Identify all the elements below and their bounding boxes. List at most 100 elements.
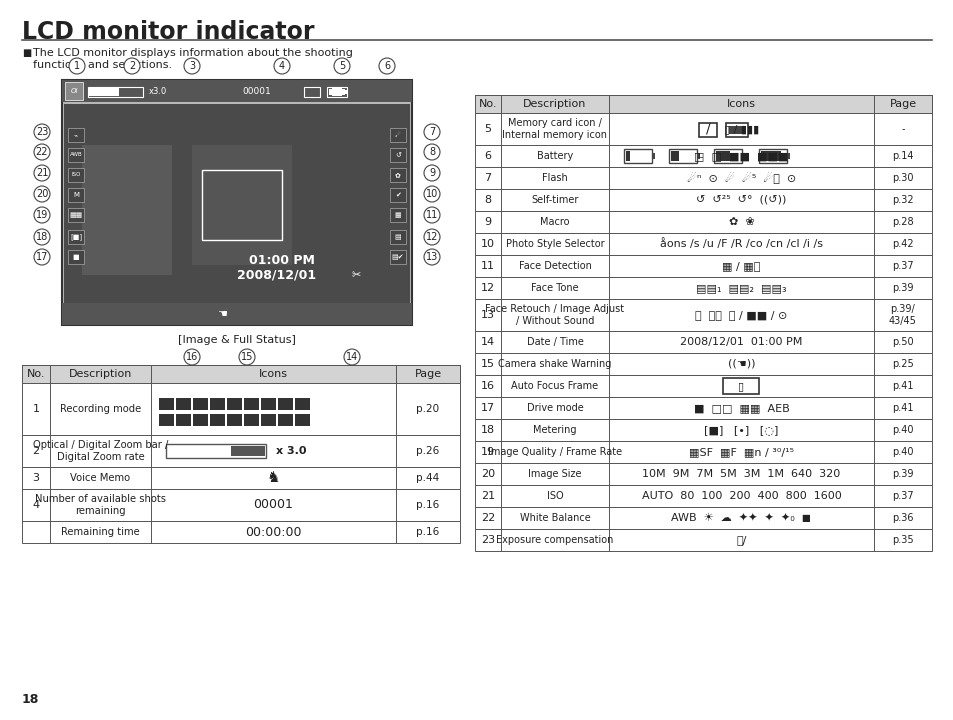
- Text: 8: 8: [429, 147, 435, 157]
- Text: p.37: p.37: [891, 261, 913, 271]
- Bar: [68, 230, 84, 244]
- Circle shape: [184, 349, 200, 365]
- Bar: [390, 168, 406, 182]
- Text: ⬜/: ⬜/: [736, 535, 746, 545]
- Text: ↺  ↺²⁵  ↺°  ((↺)): ↺ ↺²⁵ ↺° ((↺)): [696, 195, 786, 205]
- Text: 01:00 PM: 01:00 PM: [249, 253, 314, 266]
- Bar: [22, 521, 459, 543]
- Text: Memory card icon /
Internal memory icon: Memory card icon / Internal memory icon: [502, 118, 607, 140]
- Bar: [760, 151, 781, 161]
- Text: 19: 19: [36, 210, 48, 220]
- Text: ☄: ☄: [395, 132, 400, 138]
- Text: No.: No.: [27, 369, 45, 379]
- Text: The LCD monitor displays information about the shooting: The LCD monitor displays information abo…: [33, 48, 353, 58]
- Text: Page: Page: [414, 369, 441, 379]
- Text: 00001: 00001: [253, 498, 294, 511]
- Bar: [741, 153, 744, 159]
- Bar: [159, 414, 173, 426]
- Bar: [390, 230, 406, 244]
- Text: 14: 14: [346, 352, 357, 362]
- Text: Face Retouch / Image Adjust
/ Without Sound: Face Retouch / Image Adjust / Without So…: [485, 304, 624, 326]
- Text: ◳  □  ■■  ■■■: ◳ □ ■■ ■■■: [694, 151, 788, 161]
- Text: 13: 13: [480, 310, 495, 320]
- Bar: [726, 123, 748, 137]
- Bar: [625, 151, 629, 161]
- Text: 12: 12: [425, 232, 437, 242]
- Bar: [277, 414, 293, 426]
- Bar: [475, 211, 931, 233]
- Text: p.40: p.40: [891, 425, 913, 435]
- Circle shape: [423, 124, 439, 140]
- Text: p.16: p.16: [416, 527, 439, 537]
- Bar: [261, 414, 275, 426]
- Text: 3: 3: [189, 61, 194, 71]
- Bar: [475, 331, 931, 353]
- Text: p.16: p.16: [416, 500, 439, 510]
- Circle shape: [334, 58, 350, 74]
- Text: White Balance: White Balance: [519, 513, 590, 523]
- Bar: [327, 87, 347, 97]
- Bar: [202, 170, 282, 240]
- Text: Page: Page: [888, 99, 916, 109]
- Text: ☚: ☚: [216, 309, 227, 319]
- Text: x3.0: x3.0: [149, 88, 167, 96]
- Circle shape: [34, 165, 50, 181]
- Bar: [390, 208, 406, 222]
- Bar: [175, 398, 191, 410]
- Text: 14: 14: [480, 337, 495, 347]
- Text: 20: 20: [36, 189, 49, 199]
- Text: 00001: 00001: [242, 88, 271, 96]
- Text: 16: 16: [186, 352, 198, 362]
- Circle shape: [423, 144, 439, 160]
- Text: Description: Description: [69, 369, 132, 379]
- Text: [■]: [■]: [70, 233, 82, 240]
- Circle shape: [34, 249, 50, 265]
- Text: 2008/12/01: 2008/12/01: [237, 269, 316, 282]
- Text: 18: 18: [36, 232, 48, 242]
- Bar: [699, 123, 717, 137]
- Text: AWB  ☀  ☁  ✦✦  ✦  ✦₀  ◼: AWB ☀ ☁ ✦✦ ✦ ✦₀ ◼: [671, 513, 811, 523]
- Text: Oi: Oi: [71, 88, 77, 94]
- Text: 3: 3: [32, 473, 39, 483]
- Text: ISO: ISO: [71, 173, 81, 178]
- Circle shape: [423, 186, 439, 202]
- Bar: [175, 414, 191, 426]
- Text: Voice Memo: Voice Memo: [71, 473, 131, 483]
- Bar: [475, 277, 931, 299]
- Text: Icons: Icons: [258, 369, 288, 379]
- Bar: [166, 444, 266, 458]
- Text: AWB: AWB: [70, 153, 82, 158]
- Text: 4: 4: [32, 500, 39, 510]
- Circle shape: [378, 58, 395, 74]
- Bar: [475, 507, 931, 529]
- Bar: [697, 153, 700, 159]
- Circle shape: [34, 186, 50, 202]
- Circle shape: [69, 58, 85, 74]
- Text: Image Size: Image Size: [528, 469, 581, 479]
- Bar: [729, 126, 744, 134]
- Text: 5: 5: [338, 61, 345, 71]
- Circle shape: [34, 144, 50, 160]
- Circle shape: [34, 229, 50, 245]
- Circle shape: [239, 349, 254, 365]
- Text: ▦: ▦: [395, 212, 401, 218]
- Text: Self-timer: Self-timer: [531, 195, 578, 205]
- Bar: [475, 145, 931, 167]
- Text: p.42: p.42: [891, 239, 913, 249]
- Bar: [22, 467, 459, 489]
- Bar: [304, 87, 319, 97]
- Bar: [294, 414, 310, 426]
- Bar: [716, 151, 729, 161]
- Text: 23: 23: [36, 127, 49, 137]
- Bar: [475, 397, 931, 419]
- Bar: [68, 188, 84, 202]
- Circle shape: [34, 124, 50, 140]
- Bar: [22, 435, 459, 467]
- Text: p.36: p.36: [891, 513, 913, 523]
- Text: -: -: [901, 124, 903, 134]
- Circle shape: [34, 207, 50, 223]
- Text: ✔: ✔: [395, 192, 400, 198]
- Text: 15: 15: [240, 352, 253, 362]
- Text: p.35: p.35: [891, 535, 913, 545]
- Circle shape: [184, 58, 200, 74]
